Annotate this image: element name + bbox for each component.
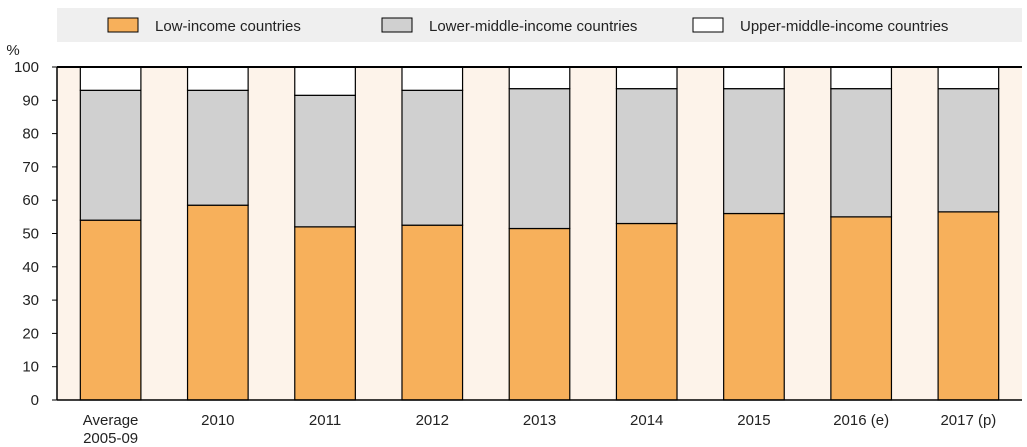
x-tick-label-2012: 2012	[416, 412, 449, 429]
x-tick-label-line: 2011	[309, 412, 341, 429]
bar-upper-middle-income-countries-2015	[723, 66, 785, 90]
y-tick-label-100: 100	[14, 59, 39, 76]
band-1	[248, 67, 295, 400]
band-0	[140, 67, 188, 400]
y-tick-label-50: 50	[22, 226, 39, 243]
bar-upper-middle-income-countries-2013	[508, 66, 571, 90]
x-tick-label-2017-p: 2017 (p)	[940, 412, 996, 429]
legend-label-low-income-countries: Low-income countries	[155, 18, 301, 35]
band-4	[569, 67, 617, 400]
y-tick-label-90: 90	[22, 92, 39, 109]
y-tick-label-30: 30	[22, 292, 39, 309]
bar-lower-middle-income-countries-2016-e	[830, 88, 893, 218]
bar-lower-middle-income-countries-2015	[723, 88, 785, 215]
alternating-bands	[57, 67, 1022, 400]
legend-background	[57, 8, 1022, 42]
legend-swatch-low-income-countries	[107, 17, 139, 33]
y-axis: 0 10 20 30 40 50 60 70 80 90 100	[14, 59, 1022, 409]
bar-low-income-countries-2011	[294, 226, 356, 401]
y-axis-unit-label: %	[6, 42, 19, 59]
band-lead	[57, 67, 81, 400]
x-tick-label-2014: 2014	[630, 412, 663, 429]
bar-stacks	[79, 66, 1000, 401]
bar-upper-middle-income-countries-2017-p	[937, 66, 1000, 90]
band-8	[998, 67, 1022, 400]
x-tick-label-line: 2012	[416, 412, 449, 429]
y-tick-label-40: 40	[22, 259, 39, 276]
x-tick-label-2011: 2011	[309, 412, 341, 429]
legend: Low-income countries Lower-middle-income …	[107, 17, 948, 35]
bar-low-income-countries-2013	[508, 227, 571, 401]
y-tick-label-70: 70	[22, 159, 39, 176]
bar-lower-middle-income-countries-2010	[186, 89, 249, 206]
x-tick-label-2010: 2010	[201, 412, 234, 429]
band-5	[677, 67, 724, 400]
legend-swatch-upper-middle-income-countries	[692, 17, 724, 33]
band-2	[355, 67, 402, 400]
y-tick-label-10: 10	[22, 359, 39, 376]
x-tick-label-line: 2013	[523, 412, 556, 429]
bar-low-income-countries-2012	[401, 224, 464, 401]
bar-lower-middle-income-countries-2011	[294, 94, 356, 228]
bar-lower-middle-income-countries-2014	[615, 88, 678, 225]
bar-lower-middle-income-countries-average-2005-09	[79, 89, 142, 221]
x-tick-label-line: 2010	[201, 412, 234, 429]
bar-low-income-countries-2016-e	[830, 216, 893, 401]
x-tick-label-2015: 2015	[737, 412, 770, 429]
band-6	[784, 67, 831, 400]
x-tick-label-line: 2016 (e)	[833, 412, 889, 429]
legend-label-lower-middle-income-countries: Lower-middle-income countries	[429, 18, 637, 35]
bar-low-income-countries-2014	[615, 222, 678, 401]
x-tick-label-line: 2014	[630, 412, 663, 429]
x-tick-label-line: 2005-09	[83, 430, 138, 447]
x-tick-label-line: Average	[83, 412, 139, 429]
bar-upper-middle-income-countries-average-2005-09	[79, 66, 142, 91]
bar-low-income-countries-2010	[186, 204, 249, 401]
x-tick-label-2013: 2013	[523, 412, 556, 429]
bar-upper-middle-income-countries-2010	[186, 66, 249, 91]
x-axis: Average 2005-09 2010 2011 2012 2013 2014 2015 20…	[57, 399, 1022, 447]
band-7	[891, 67, 939, 400]
bar-low-income-countries-2015	[723, 212, 785, 401]
bar-lower-middle-income-countries-2017-p	[937, 88, 1000, 213]
legend-swatch-lower-middle-income-countries	[381, 17, 413, 33]
bar-upper-middle-income-countries-2016-e	[830, 66, 893, 90]
y-tick-label-20: 20	[22, 325, 39, 342]
y-tick-label-0: 0	[31, 392, 39, 409]
x-tick-label-line: 2015	[737, 412, 770, 429]
y-tick-label-60: 60	[22, 192, 39, 209]
bar-upper-middle-income-countries-2011	[294, 66, 356, 96]
bar-upper-middle-income-countries-2014	[615, 66, 678, 90]
y-tick-label-80: 80	[22, 126, 39, 143]
legend-label-upper-middle-income-countries: Upper-middle-income countries	[740, 18, 948, 35]
bar-upper-middle-income-countries-2012	[401, 66, 464, 91]
bar-low-income-countries-average-2005-09	[79, 219, 142, 401]
x-tick-label-2016-e: 2016 (e)	[833, 412, 889, 429]
bar-low-income-countries-2017-p	[937, 211, 1000, 401]
bar-lower-middle-income-countries-2013	[508, 88, 571, 230]
band-3	[462, 67, 510, 400]
x-tick-label-average-2005-09: Average 2005-09	[83, 412, 139, 447]
bar-lower-middle-income-countries-2012	[401, 89, 464, 226]
x-tick-label-line: 2017 (p)	[940, 412, 996, 429]
